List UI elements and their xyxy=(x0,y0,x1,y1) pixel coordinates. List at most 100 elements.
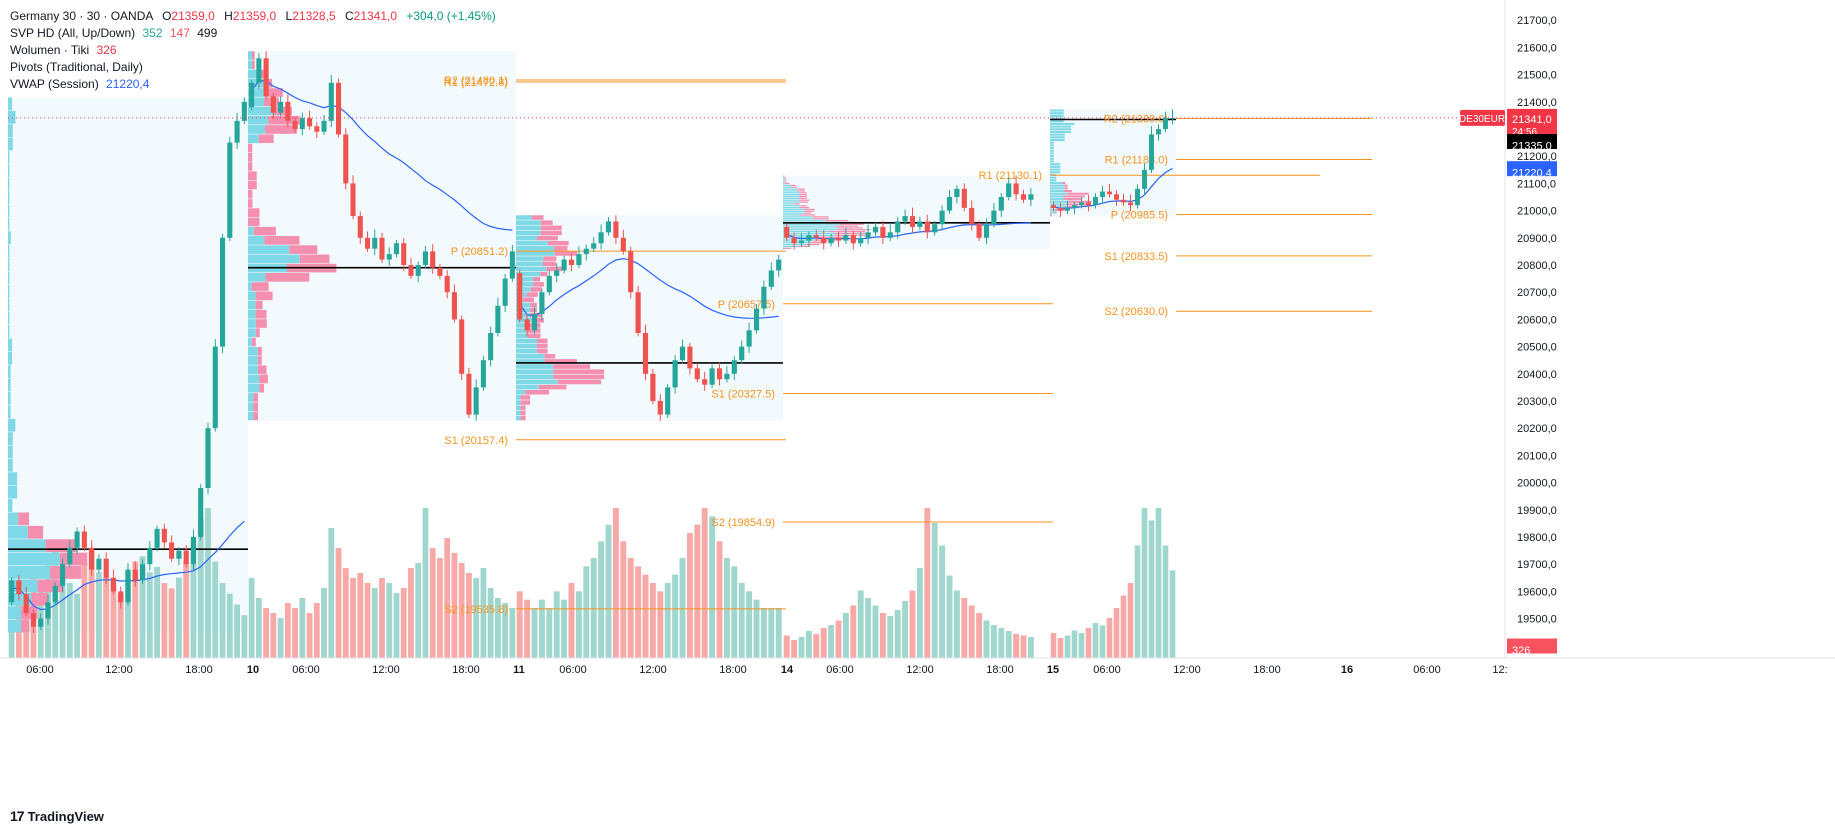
volume-profile-bar-up xyxy=(516,338,537,344)
candle-body xyxy=(531,313,538,331)
legend-indicator-svp[interactable]: SVP HD (All, Up/Down) 352 147 499 xyxy=(10,25,496,42)
volume-bar xyxy=(81,561,88,658)
candle-body xyxy=(946,197,953,211)
candle-body xyxy=(292,120,298,130)
volume-profile-bar-down xyxy=(1066,203,1090,206)
volume-profile-bar-down xyxy=(800,205,807,207)
volume-profile-bar-down xyxy=(798,245,810,248)
volume-profile-bar-down xyxy=(1067,192,1089,195)
volume-bar xyxy=(902,601,909,658)
candle-body xyxy=(554,270,560,276)
volume-profile-bar-down xyxy=(59,552,88,566)
volume-bar xyxy=(931,523,938,658)
volume-profile-bar-down xyxy=(839,223,864,225)
volume-profile-bar-up xyxy=(8,525,28,539)
candle-body xyxy=(753,308,760,331)
pivot-label: P (20851.2) xyxy=(451,246,508,258)
volume-profile-bar-down xyxy=(530,287,542,292)
volume-profile-bar-up xyxy=(516,328,528,333)
volume-profile-bar-down xyxy=(799,195,807,198)
volume-profile-bar-up xyxy=(783,214,800,216)
symbol-title[interactable]: Germany 30 · 30 · OANDA xyxy=(10,9,153,23)
time-tick-label: 11 xyxy=(513,664,525,676)
candle-body xyxy=(539,292,545,314)
volume-bar xyxy=(716,541,723,658)
legend-indicator-volume[interactable]: Wolumen · Tiki 326 xyxy=(10,42,496,59)
price-tick-label: 21400,0 xyxy=(1517,97,1557,109)
candle-body xyxy=(628,251,634,293)
volume-bar xyxy=(1027,637,1034,658)
ohlc-open-value: 21359,0 xyxy=(171,9,215,23)
volume-profile-bar-up xyxy=(8,177,10,191)
price-tick-label: 20500,0 xyxy=(1517,342,1557,354)
volume-bar xyxy=(1064,635,1071,658)
legend-symbol-row[interactable]: Germany 30 · 30 · OANDA O21359,0 H21359,… xyxy=(10,8,496,25)
candle-body xyxy=(132,569,138,581)
volume-profile-bar-up xyxy=(516,369,554,374)
volume-bar xyxy=(946,575,953,658)
candle-body xyxy=(118,591,124,603)
legend-indicator-vwap[interactable]: VWAP (Session) 21220,4 xyxy=(10,76,496,93)
candle-body xyxy=(731,360,737,374)
volume-profile-bar-down xyxy=(799,206,809,209)
time-tick-label: 12:00 xyxy=(105,664,133,676)
indicator-svp-name[interactable]: SVP HD (All, Up/Down) xyxy=(10,26,136,40)
volume-profile-bar-down xyxy=(259,374,268,384)
volume-bar xyxy=(1013,634,1020,658)
volume-bar xyxy=(371,588,378,658)
volume-profile-bar-down xyxy=(257,356,262,365)
volume-bar xyxy=(444,538,451,658)
volume-profile-bar-down xyxy=(812,216,829,218)
volume-profile-bar-up xyxy=(783,205,801,207)
candle-body xyxy=(1058,207,1063,211)
pivot-label: S1 (20833.5) xyxy=(1104,251,1168,263)
volume-bar xyxy=(292,608,298,658)
volume-profile-bar-down xyxy=(797,188,805,190)
time-tick-label: 06:00 xyxy=(26,664,54,676)
candle-body xyxy=(1100,191,1105,198)
volume-profile-bar-down xyxy=(1064,187,1068,190)
volume-profile-bar-up xyxy=(783,229,837,231)
tradingview-brand[interactable]: 17 TradingView xyxy=(10,808,104,824)
volume-profile-bar-down xyxy=(784,179,787,181)
volume-profile-bar-up xyxy=(516,343,537,349)
candle-body xyxy=(30,613,36,627)
candle-body xyxy=(1072,205,1077,208)
candle-body xyxy=(81,531,87,548)
volume-profile-bar-down xyxy=(268,88,283,97)
ohlc-open-label: O xyxy=(162,9,172,23)
candle-body xyxy=(613,221,619,238)
time-tick-label: 12: xyxy=(1492,664,1507,676)
volume-profile-bar-up xyxy=(248,346,258,356)
indicator-vwap-name[interactable]: VWAP (Session) xyxy=(10,77,99,91)
volume-profile-bar-down xyxy=(804,210,815,212)
volume-profile-bar-down xyxy=(797,190,805,192)
legend-indicator-pivots[interactable]: Pivots (Traditional, Daily) xyxy=(10,59,496,76)
volume-bar xyxy=(983,620,990,658)
candle-body xyxy=(198,488,204,537)
candle-body xyxy=(502,278,508,306)
indicator-volume-name[interactable]: Wolumen · Tiki xyxy=(10,43,90,57)
volume-profile-bar-up xyxy=(1050,114,1064,117)
volume-profile-bar-up xyxy=(248,106,275,116)
candle-body xyxy=(314,126,320,132)
indicator-pivots-name[interactable]: Pivots (Traditional, Daily) xyxy=(10,60,143,74)
candle-body xyxy=(176,550,182,559)
volume-profile-bar-up xyxy=(248,300,256,310)
volume-profile-bar-up xyxy=(248,88,269,97)
candle-body xyxy=(806,235,812,241)
volume-profile-bar-up xyxy=(248,411,254,421)
volume-bar xyxy=(487,588,494,658)
volume-profile-bar-down xyxy=(522,297,534,303)
volume-profile-bar-down xyxy=(1068,200,1092,203)
volume-profile-bar-up xyxy=(1050,165,1061,168)
volume-bar xyxy=(400,588,407,658)
volume-profile-bar-down xyxy=(257,346,262,356)
volume-profile-bar-up xyxy=(516,384,539,390)
volume-profile-bar-up xyxy=(783,199,800,201)
time-tick-label: 12:00 xyxy=(639,664,667,676)
volume-bar xyxy=(299,598,306,658)
volume-profile-bar-up xyxy=(8,432,13,445)
